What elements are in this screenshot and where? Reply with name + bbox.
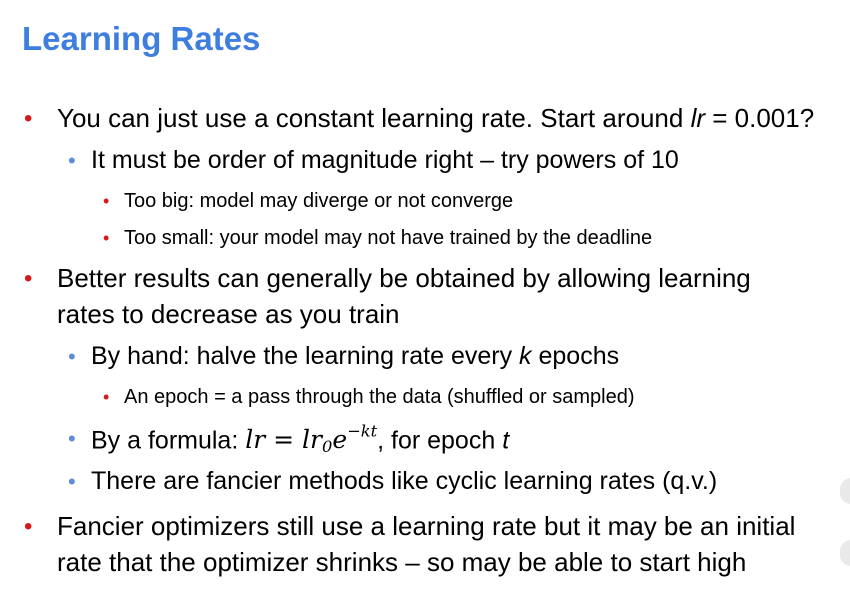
bullet-dot-icon: •: [103, 191, 110, 211]
bullet-decreasing-rates-line1: Better results can generally be obtained…: [57, 263, 751, 293]
bullet-optimizers-line2: rate that the optimizer shrinks – so may…: [57, 547, 747, 577]
bullet-dot-icon: •: [68, 148, 76, 173]
bullet-optimizers-line1: Fancier optimizers still use a learning …: [57, 511, 796, 541]
bullet-dot-icon: •: [24, 105, 33, 132]
bullet-dot-icon: •: [68, 426, 76, 451]
bullet-dot-icon: •: [103, 387, 110, 407]
bullet-too-small: Too small: your model may not have train…: [124, 227, 653, 249]
bullet-constant-lr: You can just use a constant learning rat…: [57, 103, 815, 133]
bullet-by-hand: By hand: halve the learning rate every k…: [91, 342, 620, 370]
bullet-fancier-methods: There are fancier methods like cyclic le…: [91, 467, 718, 495]
bullet-too-big: Too big: model may diverge or not conver…: [124, 190, 514, 212]
bullet-decreasing-rates-line2: rates to decrease as you train: [57, 299, 400, 329]
slide-title: Learning Rates: [22, 20, 261, 57]
bullet-order-of-magnitude: It must be order of magnitude right – tr…: [91, 146, 679, 174]
bullet-by-formula: By a formula: lr = lr0e−kt, for epoch t: [91, 422, 510, 457]
bullet-dot-icon: •: [68, 469, 76, 494]
edge-shadow-decoration: [840, 478, 850, 504]
bullet-epoch-definition: An epoch = a pass through the data (shuf…: [124, 386, 635, 408]
bullet-dot-icon: •: [103, 228, 110, 248]
edge-shadow-decoration: [840, 540, 850, 566]
learning-rate-formula: lr = lr0e−kt: [245, 422, 378, 457]
bullet-dot-icon: •: [24, 513, 33, 540]
bullet-dot-icon: •: [68, 344, 76, 369]
bullet-dot-icon: •: [24, 265, 33, 292]
